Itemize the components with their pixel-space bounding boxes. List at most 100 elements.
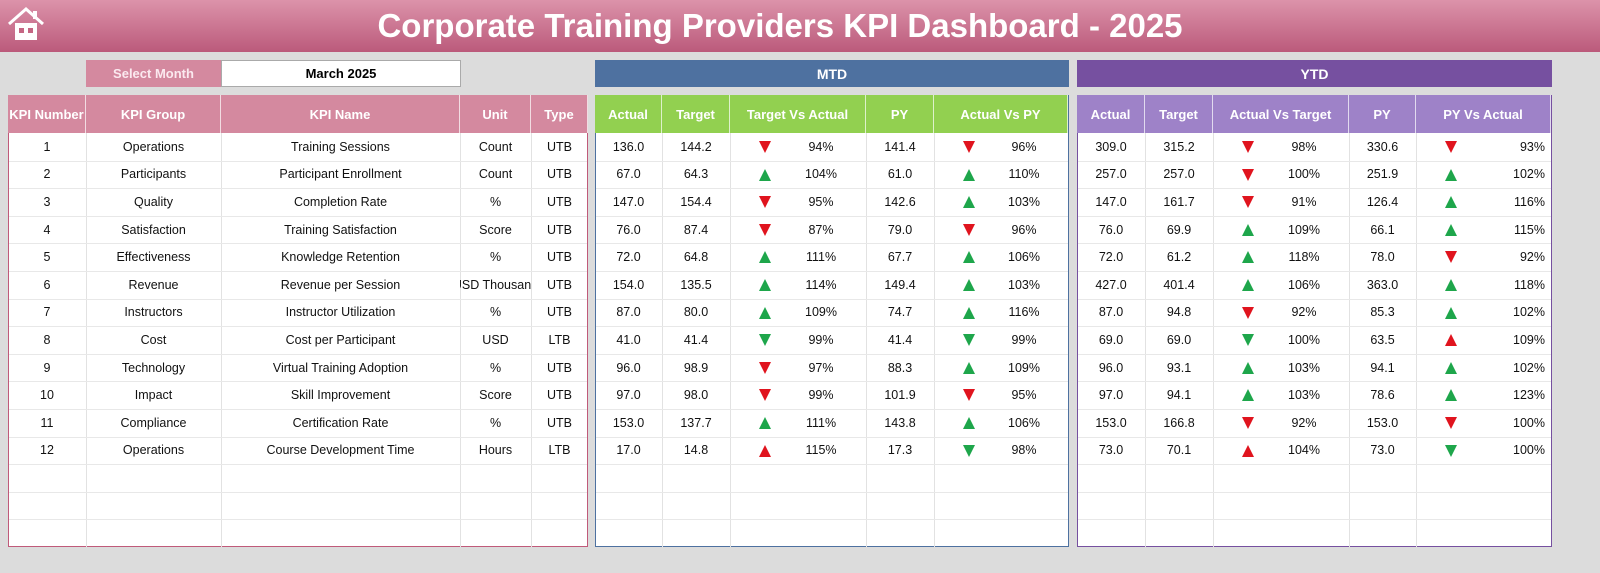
table-cell: 41.4 xyxy=(683,332,709,347)
table-body xyxy=(1077,95,1552,547)
table-cell: UTB xyxy=(547,194,572,209)
row-divider xyxy=(9,491,587,493)
table-cell: UTB xyxy=(547,139,572,154)
row-divider xyxy=(9,243,587,245)
percent-cell: 100% xyxy=(1513,415,1545,430)
table-cell: 94.1 xyxy=(1370,360,1395,375)
table-cell: 147.0 xyxy=(1095,194,1127,209)
percent-cell: 103% xyxy=(1288,388,1320,403)
table-cell: Effectiveness xyxy=(116,250,191,265)
status-arrow xyxy=(759,361,771,374)
status-arrow xyxy=(1445,444,1457,457)
column-divider xyxy=(730,133,731,547)
percent-cell: 102% xyxy=(1513,305,1545,320)
status-arrow xyxy=(1242,251,1254,264)
table-cell: 257.0 xyxy=(1163,167,1195,182)
table-cell: 64.3 xyxy=(683,167,709,182)
percent-cell: 102% xyxy=(1513,167,1545,182)
table-cell: 69.0 xyxy=(1098,332,1124,347)
column-divider xyxy=(866,133,867,547)
table-cell: 153.0 xyxy=(612,415,645,430)
row-divider xyxy=(1078,519,1551,521)
table-cell: 136.0 xyxy=(612,139,645,154)
table-cell: 72.0 xyxy=(1098,250,1124,265)
row-divider xyxy=(596,298,1068,300)
table-cell: 70.1 xyxy=(1166,443,1192,458)
row-divider xyxy=(596,215,1068,217)
table-cell: 5 xyxy=(43,250,51,265)
table-cell: 98.0 xyxy=(683,388,709,403)
column-header: Actual xyxy=(595,95,662,133)
percent-cell: 96% xyxy=(1011,139,1037,154)
table-cell: 7 xyxy=(43,305,51,320)
percent-cell: 106% xyxy=(1008,415,1040,430)
table-cell: 147.0 xyxy=(612,194,645,209)
table-cell: 66.1 xyxy=(1370,222,1395,237)
percent-cell: 111% xyxy=(805,250,837,265)
status-arrow xyxy=(1445,223,1457,236)
percent-cell: 92% xyxy=(1519,250,1545,265)
column-divider xyxy=(662,133,663,547)
month-selector[interactable]: March 2025 xyxy=(221,60,461,87)
status-arrow xyxy=(1242,444,1254,457)
table-cell: 61.0 xyxy=(887,167,913,182)
percent-cell: 103% xyxy=(1288,360,1320,375)
status-arrow xyxy=(759,251,771,264)
table-cell: Revenue per Session xyxy=(280,277,401,292)
table-cell: 41.0 xyxy=(616,332,641,347)
table-cell: Impact xyxy=(134,388,173,403)
column-header: Actual Vs Target xyxy=(1213,95,1349,133)
table-cell: Quality xyxy=(134,194,173,209)
table-cell: 87.4 xyxy=(683,222,709,237)
table-cell: USD xyxy=(482,332,509,347)
column-header: Target xyxy=(662,95,730,133)
table-cell: 93.1 xyxy=(1166,360,1192,375)
table-cell: Compliance xyxy=(120,415,187,430)
table-cell: Operations xyxy=(122,139,185,154)
table-cell: 257.0 xyxy=(1095,167,1127,182)
percent-cell: 102% xyxy=(1513,360,1545,375)
status-arrow xyxy=(963,361,975,374)
row-divider xyxy=(9,326,587,328)
table-cell: % xyxy=(489,194,502,209)
row-divider xyxy=(596,243,1068,245)
percent-cell: 109% xyxy=(1008,360,1040,375)
column-header: Actual Vs PY xyxy=(934,95,1068,133)
table-cell: 88.3 xyxy=(887,360,913,375)
column-header: PY Vs Actual xyxy=(1416,95,1551,133)
row-divider xyxy=(596,188,1068,190)
row-divider xyxy=(9,160,587,162)
status-arrow xyxy=(1242,389,1254,402)
row-divider xyxy=(1078,491,1551,493)
table-cell: USD Thousand xyxy=(460,277,531,292)
status-arrow xyxy=(1445,141,1457,153)
table-cell: UTB xyxy=(547,250,572,265)
table-cell: Training Sessions xyxy=(291,139,390,154)
status-arrow xyxy=(1445,251,1457,264)
row-divider xyxy=(9,353,587,355)
row-divider xyxy=(596,491,1068,493)
table-cell: 141.4 xyxy=(884,139,916,154)
table-cell: Count xyxy=(478,167,513,182)
table-cell: Certification Rate xyxy=(292,415,389,430)
table-cell: Instructors xyxy=(124,305,183,320)
row-divider xyxy=(596,519,1068,521)
table-cell: 101.9 xyxy=(884,388,916,403)
table-cell: 166.8 xyxy=(1163,415,1195,430)
table-cell: 64.8 xyxy=(683,250,709,265)
table-cell: 149.4 xyxy=(884,277,916,292)
table-cell: 126.4 xyxy=(1366,194,1399,209)
table-cell: Satisfaction xyxy=(121,222,186,237)
percent-cell: 94% xyxy=(808,139,834,154)
table-cell: UTB xyxy=(547,415,572,430)
dashboard-title: Corporate Training Providers KPI Dashboa… xyxy=(377,7,1183,44)
table-cell: 363.0 xyxy=(1366,277,1399,292)
table-cell: 4 xyxy=(43,222,51,237)
table-cell: 94.8 xyxy=(1166,305,1192,320)
status-arrow xyxy=(759,444,771,457)
table-cell: 78.6 xyxy=(1370,388,1395,403)
table-cell: Revenue xyxy=(128,277,179,292)
percent-cell: 118% xyxy=(1288,250,1320,265)
home-icon[interactable] xyxy=(6,6,46,42)
row-divider xyxy=(596,436,1068,438)
